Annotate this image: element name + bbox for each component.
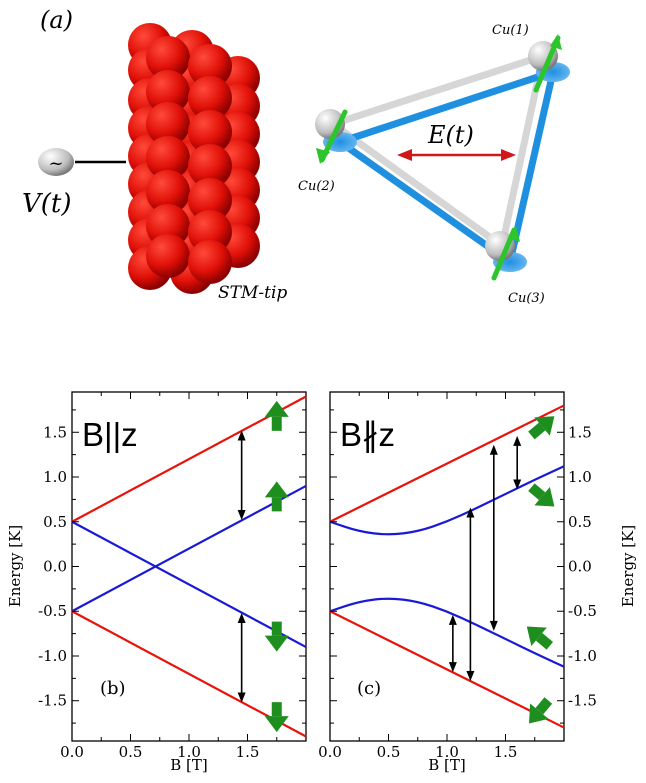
plot-c-field-label: B∦z <box>340 416 395 453</box>
bond-2-3 <box>337 139 513 265</box>
transition-arrow-head <box>466 507 475 518</box>
panel-a-label: (a) <box>40 6 73 34</box>
bond-1-3 <box>506 71 557 263</box>
cu2-label: Cu(2) <box>298 179 335 194</box>
y-tick-label: 1.5 <box>568 423 592 441</box>
x-tick-label: 0.5 <box>377 743 401 761</box>
voltage-label: V(t) <box>22 189 72 219</box>
tip-atom <box>146 136 190 180</box>
cu1-atom <box>528 41 558 71</box>
transition-arrow-head <box>448 662 457 673</box>
stm-tip <box>128 23 260 294</box>
y-tick-label: -0.5 <box>38 602 67 620</box>
cu3-atom <box>485 231 515 261</box>
energy-level-line <box>71 484 307 613</box>
y-tick-label: -1.0 <box>38 647 67 665</box>
transition-arrow-head <box>237 430 246 441</box>
cu3-label: Cu(3) <box>508 291 545 306</box>
spin-arrow-icon <box>529 697 553 724</box>
transition-arrow-head <box>448 614 457 625</box>
voltage-source-icon <box>38 148 74 176</box>
y-tick-label: -1.5 <box>568 692 597 710</box>
tip-atom <box>188 144 232 188</box>
y-tick-label: 0.5 <box>43 513 67 531</box>
plot-b-ylabel: Energy [K] <box>6 525 24 607</box>
transition-arrow-head <box>237 509 246 520</box>
tip-atom <box>188 76 232 120</box>
y-tick-label: 1.0 <box>568 468 592 486</box>
plot-c-panel-label: (c) <box>357 678 381 699</box>
energy-level-line <box>71 610 307 738</box>
transition-arrow-head <box>513 435 522 446</box>
x-tick-label: 1.5 <box>236 743 260 761</box>
plot-c-xlabel: B [T] <box>428 756 466 774</box>
energy-level-line <box>329 597 565 668</box>
transition-arrow-head <box>466 671 475 682</box>
y-tick-label: 0.0 <box>568 558 592 576</box>
x-tick-label: 1.0 <box>177 743 201 761</box>
y-tick-label: -0.5 <box>568 602 597 620</box>
tip-atom <box>146 70 190 114</box>
source-symbol: ~ <box>48 153 63 174</box>
energy-level-line <box>71 395 307 523</box>
transition-arrow-head <box>513 479 522 490</box>
tip-atom <box>188 44 232 88</box>
y-tick-label: -1.0 <box>568 647 597 665</box>
spin-arrow-icon <box>264 621 289 652</box>
plot-b: 0.0 0.5 1.0 1.5 1.5 1.0 0.5 0.0 -0.5 -1.0 -1.5 B||… <box>6 391 307 774</box>
energy-level-line <box>329 404 565 523</box>
y-tick-label: 1.5 <box>43 423 67 441</box>
transition-arrow-head <box>489 444 498 455</box>
plot-b-field-label: B||z <box>82 416 138 453</box>
energy-level-line <box>329 465 565 536</box>
energy-level-line <box>71 520 307 649</box>
bond-1-2 <box>338 68 555 146</box>
plot-c-ylabel: Energy [K] <box>619 525 637 607</box>
plot-c: 0.0 0.5 1.0 1.5 1.5 1.0 0.5 0.0 -0.5 -1.0 -1.5 B∦z… <box>318 391 637 774</box>
x-tick-label: 1.5 <box>494 743 518 761</box>
spin-arrow-icon <box>528 416 555 440</box>
tip-atom <box>188 178 232 222</box>
tip-label: STM-tip <box>218 283 287 303</box>
spin-arrow-icon <box>264 400 289 431</box>
transition-arrow-head <box>489 620 498 631</box>
transition-arrow-head <box>237 692 246 703</box>
cu1-label: Cu(1) <box>492 23 529 38</box>
x-tick-label: 1.0 <box>435 743 459 761</box>
x-tick-label: 0.0 <box>318 743 342 761</box>
tip-atom <box>146 102 190 146</box>
spin-arrow-icon <box>264 481 289 512</box>
spin-arrow-icon <box>526 626 554 650</box>
y-tick-label: 1.0 <box>43 468 67 486</box>
tip-atom <box>146 234 190 278</box>
plot-b-panel-label: (b) <box>100 678 126 699</box>
y-tick-label: -1.5 <box>38 692 67 710</box>
x-tick-label: 0.5 <box>119 743 143 761</box>
field-label: E(t) <box>427 121 474 149</box>
tip-atom <box>188 110 232 154</box>
spin-arrow-icon <box>264 702 289 733</box>
y-tick-label: 0.5 <box>568 513 592 531</box>
y-tick-label: 0.0 <box>43 558 67 576</box>
tip-atom <box>146 170 190 214</box>
transition-arrow-head <box>237 613 246 624</box>
spin-arrow-icon <box>528 483 555 507</box>
x-tick-label: 0.0 <box>60 743 84 761</box>
cu-triangle: Cu(1) Cu(2) Cu(3) E(t) <box>298 23 570 306</box>
energy-level-line <box>329 610 565 729</box>
plot-b-xlabel: B [T] <box>170 756 208 774</box>
tip-atom <box>188 240 232 284</box>
tip-atom <box>146 36 190 80</box>
panel-a: (a) ~ V(t) STM-tip <box>22 6 570 306</box>
